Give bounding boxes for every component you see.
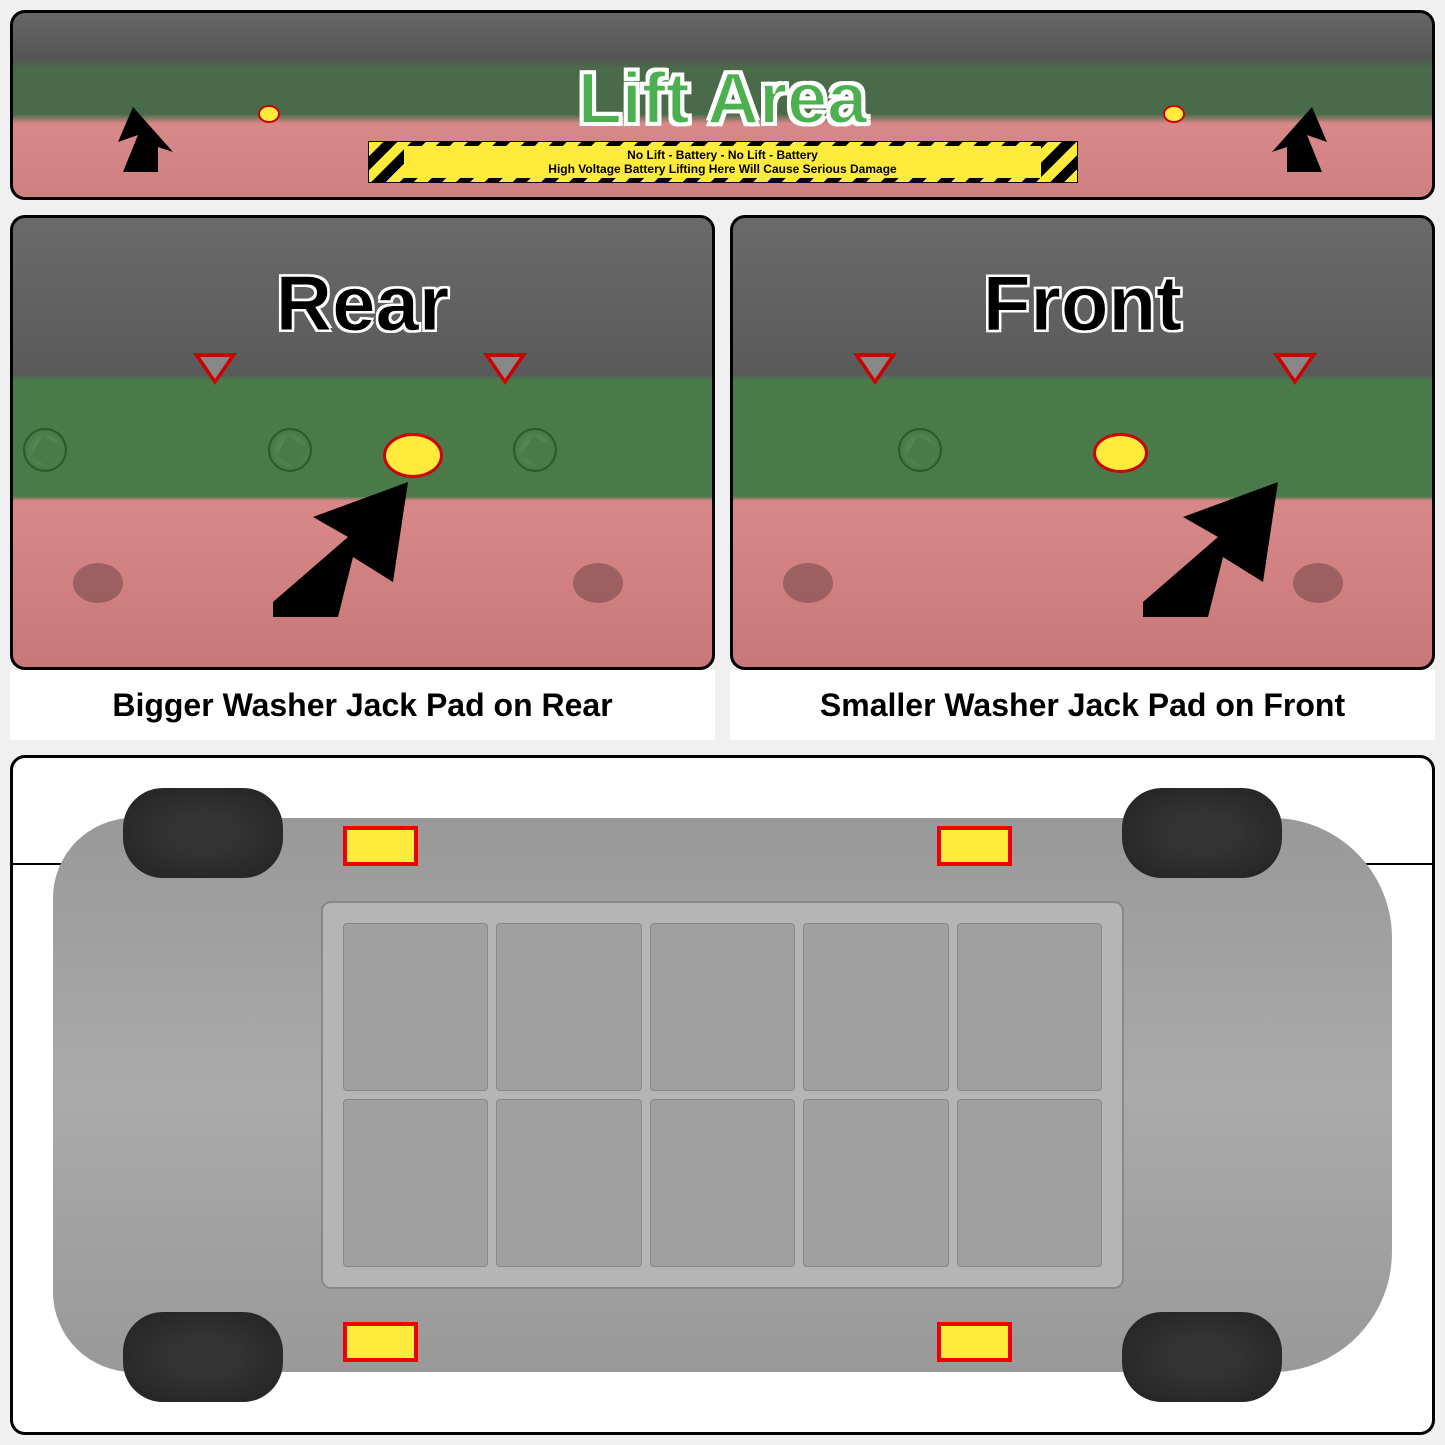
warning-text: No Lift - Battery - No Lift - Battery Hi… bbox=[404, 146, 1041, 178]
arrow-icon bbox=[243, 462, 443, 627]
lift-area-panel: Lift Area No Lift - Battery - No Lift - … bbox=[10, 10, 1435, 200]
jack-point-marker bbox=[937, 1322, 1012, 1362]
detail-row: Rear Bigger Washer Jack Pad on Rear Fron… bbox=[10, 215, 1435, 740]
jack-pad-dot bbox=[1163, 105, 1185, 123]
jack-pad-dot bbox=[258, 105, 280, 123]
triangle-marker-icon bbox=[1273, 353, 1317, 385]
battery-cell bbox=[957, 923, 1102, 1091]
battery-cell bbox=[650, 923, 795, 1091]
bolt-icon bbox=[513, 428, 557, 472]
rear-caption: Bigger Washer Jack Pad on Rear bbox=[10, 670, 715, 740]
lift-area-title: Lift Area bbox=[578, 58, 867, 140]
battery-cell bbox=[496, 923, 641, 1091]
battery-cell bbox=[343, 1099, 488, 1267]
arrow-icon bbox=[1113, 462, 1313, 627]
front-panel: Front Smaller Washer Jack Pad on Front bbox=[730, 215, 1435, 740]
arrow-icon bbox=[1267, 97, 1357, 182]
wheel-front-right bbox=[1122, 1312, 1282, 1402]
undercarriage-panel bbox=[10, 755, 1435, 1435]
arrow-icon bbox=[88, 97, 178, 182]
wheel-rear-right bbox=[123, 1312, 283, 1402]
rear-visual: Rear bbox=[10, 215, 715, 670]
triangle-marker-icon bbox=[853, 353, 897, 385]
warning-stripe: No Lift - Battery - No Lift - Battery Hi… bbox=[368, 141, 1078, 183]
car-undercarriage bbox=[53, 818, 1392, 1372]
battery-cell bbox=[803, 923, 948, 1091]
rear-label: Rear bbox=[276, 258, 449, 349]
battery-cell bbox=[496, 1099, 641, 1267]
jack-point-marker bbox=[343, 826, 418, 866]
front-label: Front bbox=[983, 258, 1182, 349]
battery-cell bbox=[957, 1099, 1102, 1267]
warning-line-2: High Voltage Battery Lifting Here Will C… bbox=[548, 162, 896, 176]
front-caption: Smaller Washer Jack Pad on Front bbox=[730, 670, 1435, 740]
battery-cell bbox=[343, 923, 488, 1091]
wheel-rear-left bbox=[123, 788, 283, 878]
jack-point-marker bbox=[343, 1322, 418, 1362]
jack-point-marker bbox=[937, 826, 1012, 866]
front-visual: Front bbox=[730, 215, 1435, 670]
bolt-icon bbox=[23, 428, 67, 472]
warning-line-1: No Lift - Battery - No Lift - Battery bbox=[627, 148, 818, 162]
frame-hole bbox=[73, 563, 123, 603]
triangle-marker-icon bbox=[483, 353, 527, 385]
battery-cell bbox=[650, 1099, 795, 1267]
rear-panel: Rear Bigger Washer Jack Pad on Rear bbox=[10, 215, 715, 740]
wheel-front-left bbox=[1122, 788, 1282, 878]
battery-cell bbox=[803, 1099, 948, 1267]
battery-plate bbox=[321, 901, 1124, 1289]
frame-hole bbox=[573, 563, 623, 603]
bolt-icon bbox=[898, 428, 942, 472]
frame-hole bbox=[783, 563, 833, 603]
triangle-marker-icon bbox=[193, 353, 237, 385]
